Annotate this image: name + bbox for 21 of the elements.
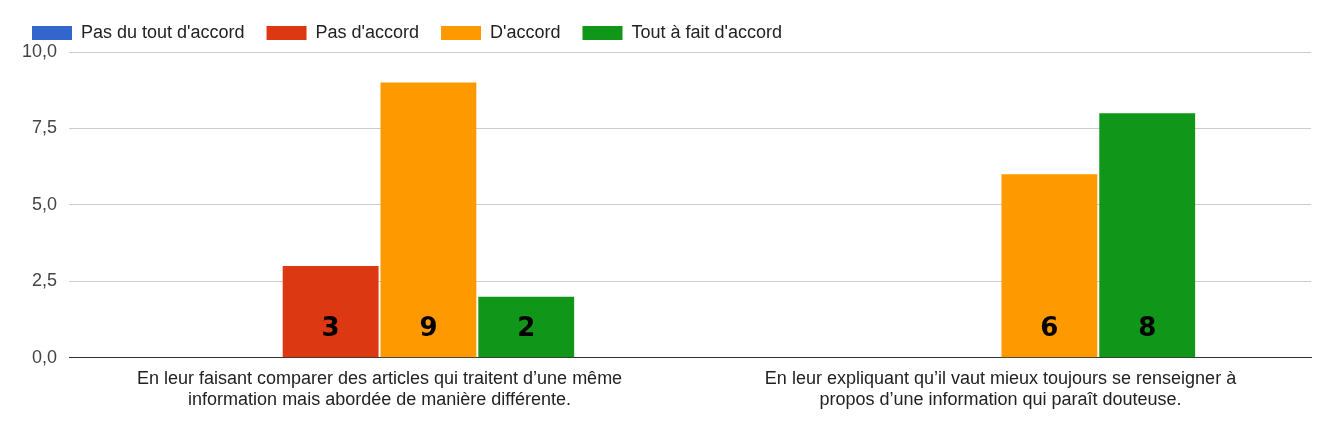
bar <box>380 82 477 358</box>
data-label: 3 <box>321 312 340 343</box>
data-label: 8 <box>1138 312 1157 343</box>
data-label: 6 <box>1040 312 1059 343</box>
bar <box>1099 113 1196 358</box>
bar <box>478 296 575 358</box>
y-tick-label: 0,0 <box>32 346 58 367</box>
legend-label: Pas d'accord <box>315 21 420 42</box>
y-tick-label: 2,5 <box>32 270 58 291</box>
x-tick-label: En leur faisant comparer des articles qui traitent d’une même information mais abordée de manière différente. <box>136 367 623 410</box>
data-label: 2 <box>517 312 536 343</box>
bar <box>282 266 379 358</box>
legend-label: D'accord <box>490 21 561 42</box>
legend-label: Tout à fait d'accord <box>631 21 783 42</box>
y-tick-label: 7,5 <box>32 117 58 138</box>
data-label: 9 <box>419 312 438 343</box>
x-tick-label: En leur expliquant qu’il vaut mieux toujours se renseigner à propos d’une information qui paraît douteuse. <box>764 367 1238 410</box>
y-tick-label: 5,0 <box>32 193 58 214</box>
bar <box>1001 174 1098 358</box>
y-tick-label: 10,0 <box>21 40 58 61</box>
legend-label: Pas du tout d'accord <box>81 21 245 42</box>
